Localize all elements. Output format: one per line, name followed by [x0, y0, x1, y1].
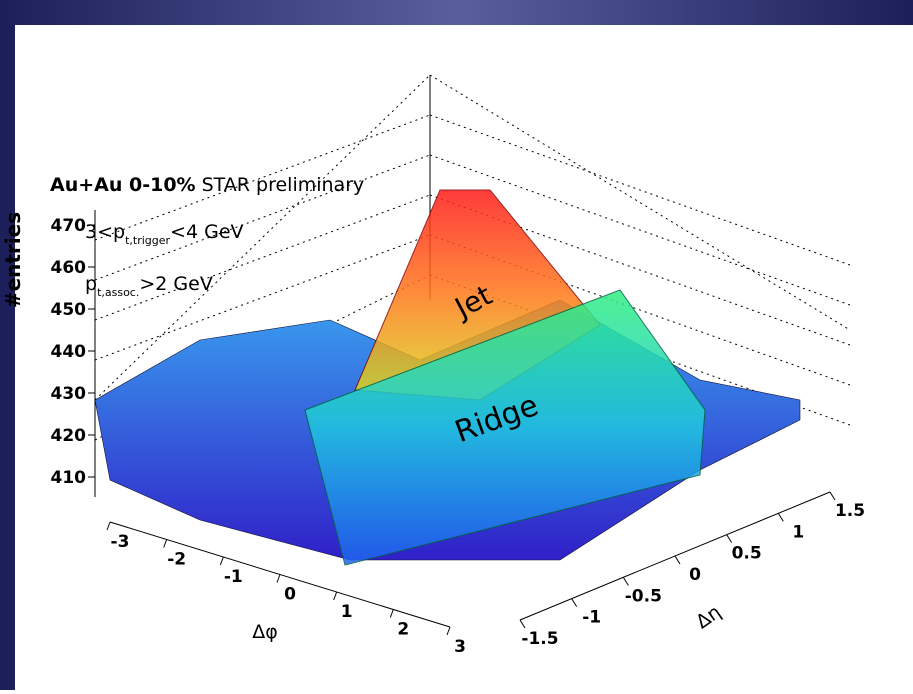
z-tick-label: 420 [51, 426, 87, 446]
x-tick [163, 539, 168, 548]
cut-label: pt,assoc.>2 GeV [85, 273, 213, 299]
x-tick-label: -1 [224, 567, 243, 587]
y-tick [674, 555, 681, 565]
y-tick [726, 534, 733, 543]
x-tick [219, 556, 224, 566]
x-tick-label: -3 [111, 532, 130, 552]
x-tick-label: -2 [167, 550, 186, 570]
x-tick [389, 609, 394, 618]
y-tick [571, 598, 578, 607]
x-tick [106, 521, 111, 531]
y-tick-label: -1 [582, 608, 601, 628]
cut-main: p [85, 273, 97, 295]
ridge-band [304, 289, 706, 566]
x-tick-label: 1 [341, 602, 353, 622]
z-tick-label: 470 [51, 216, 87, 236]
y-tick-label: 1.5 [835, 501, 865, 521]
y-tick [777, 513, 784, 522]
z-tick-label: 460 [51, 258, 87, 278]
y-tick-label: -0.5 [625, 586, 662, 606]
y-tick [622, 577, 629, 586]
z-tick-label: 430 [51, 384, 87, 404]
y-tick [519, 619, 526, 629]
x-tick-label: 0 [284, 585, 296, 605]
cut-sub: t,assoc. [97, 286, 139, 299]
x-axis-label: Δφ [252, 621, 278, 643]
cut-tail: >2 GeV [139, 273, 212, 295]
title: STAR preliminary [202, 174, 365, 196]
x-tick-label: 3 [454, 637, 466, 657]
cut-main: 3<p [85, 221, 125, 243]
y-tick-label: -1.5 [521, 629, 558, 649]
x-tick [446, 626, 451, 636]
cut-sub: t,trigger [125, 234, 170, 247]
y-tick-label: 0 [689, 565, 701, 585]
y-tick-label: 0.5 [732, 544, 762, 564]
title-bold: Au+Au 0-10% [50, 174, 196, 196]
z-tick-label: 450 [51, 300, 87, 320]
cut-tail: <4 GeV [170, 221, 243, 243]
y-tick-label: 1 [792, 522, 804, 542]
z-axis-label: #entries [1, 212, 25, 308]
x-tick [333, 591, 338, 601]
x-tick-label: 2 [397, 620, 409, 640]
z-tick-label: 410 [51, 468, 87, 488]
z-tick-label: 440 [51, 342, 87, 362]
x-tick [276, 574, 281, 583]
title-line: Au+Au 0-10% STAR preliminary [50, 174, 364, 196]
y-tick [829, 491, 836, 501]
top-bar [0, 0, 913, 25]
